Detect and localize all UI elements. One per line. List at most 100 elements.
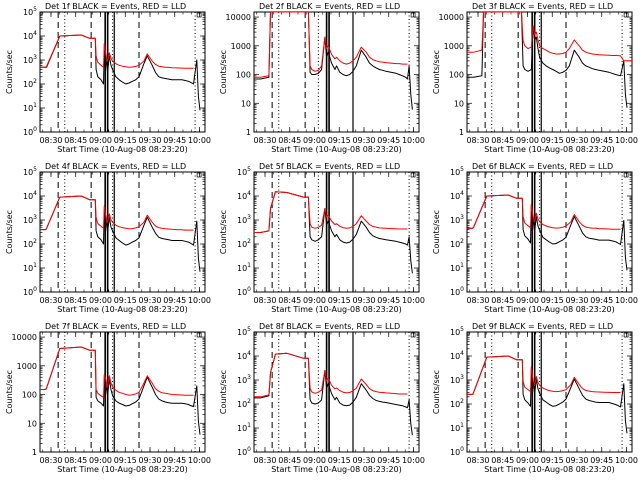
series-line-lld — [40, 346, 194, 398]
x-tick-label: 09:45 — [377, 296, 400, 305]
x-tick-label: 09:00 — [516, 456, 539, 465]
top-marker-box — [196, 172, 202, 178]
y-tick-label: 105 — [450, 326, 464, 337]
x-axis-label: Start Time (10-Aug-08 08:23:20) — [57, 465, 188, 474]
chart-panel-5: Det 5f BLACK = Events, RED = LLD 100 101 10… — [219, 162, 425, 314]
x-tick-label: 09:00 — [89, 136, 112, 145]
chart-panel-4: Det 4f BLACK = Events, RED = LLD 100 101 10… — [5, 162, 211, 314]
series-line-events — [254, 352, 413, 436]
series-line-lld — [254, 352, 408, 398]
y-tick-label: 104 — [23, 30, 37, 41]
x-tick-label: 10:00 — [615, 456, 638, 465]
x-tick-label: 10:00 — [402, 296, 425, 305]
y-tick-label: 1000 — [17, 362, 37, 371]
x-tick-label: 09:30 — [565, 136, 588, 145]
x-tick-label: 10:00 — [402, 456, 425, 465]
plot-area — [254, 332, 413, 452]
y-tick-label: 105 — [237, 326, 251, 337]
chart-panel-9: Det 9f BLACK = Events, RED = LLD 100 101 10… — [432, 322, 638, 474]
x-tick-label: 10:00 — [188, 456, 211, 465]
x-tick-label: 09:45 — [377, 456, 400, 465]
y-tick-label: 101 — [23, 102, 37, 113]
x-tick-label: 08:30 — [466, 456, 489, 465]
y-tick-label: 103 — [23, 214, 37, 225]
y-axis-label: Counts/sec — [219, 210, 228, 254]
y-tick-label: 100 — [449, 71, 464, 80]
chart-title: Det 7f BLACK = Events, RED = LLD — [45, 322, 186, 331]
y-tick-label: 101 — [450, 422, 464, 433]
y-tick-label: 10000 — [439, 13, 464, 22]
series-line-events — [467, 355, 628, 434]
top-marker-box — [623, 12, 629, 18]
y-tick-label: 102 — [237, 398, 251, 409]
plot-frame — [253, 331, 420, 453]
series-line-lld — [40, 195, 194, 231]
top-marker-box — [410, 12, 416, 18]
y-tick-label: 103 — [450, 374, 464, 385]
series-line-events — [254, 191, 413, 274]
x-tick-label: 09:15 — [541, 456, 564, 465]
x-tick-label: 08:45 — [64, 456, 87, 465]
x-tick-label: 09:45 — [377, 136, 400, 145]
y-tick-label: 105 — [450, 166, 464, 177]
chart-title: Det 3f BLACK = Events, RED = LLD — [472, 2, 613, 11]
x-tick-label: 09:45 — [163, 456, 186, 465]
chart-panel-6: Det 6f BLACK = Events, RED = LLD 100 101 10… — [432, 162, 638, 314]
y-tick-label: 104 — [23, 190, 37, 201]
x-tick-label: 09:45 — [163, 296, 186, 305]
chart-title: Det 6f BLACK = Events, RED = LLD — [472, 162, 613, 171]
x-tick-label: 08:30 — [253, 296, 276, 305]
plot-area — [467, 332, 628, 452]
y-tick-label: 100 — [237, 286, 251, 297]
x-tick-label: 09:30 — [138, 456, 161, 465]
chart-title: Det 4f BLACK = Events, RED = LLD — [45, 162, 186, 171]
chart-title: Det 2f BLACK = Events, RED = LLD — [259, 2, 400, 11]
x-tick-label: 09:15 — [541, 136, 564, 145]
x-tick-label: 08:45 — [278, 136, 301, 145]
plot-area — [40, 172, 201, 292]
x-tick-label: 08:30 — [39, 456, 62, 465]
x-tick-label: 09:15 — [114, 456, 137, 465]
x-tick-label: 10:00 — [188, 136, 211, 145]
y-tick-label: 1 — [32, 448, 37, 457]
y-tick-label: 103 — [237, 214, 251, 225]
series-line-events — [40, 346, 201, 435]
y-tick-label: 10000 — [226, 13, 251, 22]
x-axis-label: Start Time (10-Aug-08 08:23:20) — [271, 305, 402, 314]
plot-area — [254, 172, 413, 292]
y-tick-label: 10000 — [12, 333, 37, 342]
x-tick-label: 10:00 — [615, 136, 638, 145]
y-tick-label: 102 — [237, 238, 251, 249]
x-tick-label: 09:30 — [138, 136, 161, 145]
x-tick-label: 09:45 — [590, 456, 613, 465]
x-axis-label: Start Time (10-Aug-08 08:23:20) — [484, 465, 615, 474]
y-tick-label: 104 — [237, 190, 251, 201]
series-line-events — [254, 12, 413, 110]
x-axis-label: Start Time (10-Aug-08 08:23:20) — [484, 145, 615, 154]
plot-area — [467, 172, 628, 292]
y-tick-label: 100 — [236, 71, 251, 80]
x-tick-label: 09:30 — [352, 136, 375, 145]
x-tick-label: 08:45 — [491, 456, 514, 465]
x-tick-label: 09:15 — [328, 136, 351, 145]
x-tick-label: 08:30 — [39, 136, 62, 145]
y-tick-label: 100 — [237, 446, 251, 457]
plot-area — [254, 12, 413, 132]
y-tick-label: 102 — [450, 238, 464, 249]
x-tick-label: 09:15 — [328, 456, 351, 465]
plot-frame — [466, 11, 633, 133]
plot-frame — [39, 331, 206, 453]
chart-title: Det 8f BLACK = Events, RED = LLD — [259, 322, 400, 331]
y-tick-label: 103 — [23, 54, 37, 65]
plot-frame — [39, 171, 206, 293]
y-tick-label: 101 — [23, 262, 37, 273]
y-axis-label: Counts/sec — [219, 370, 228, 414]
x-axis-label: Start Time (10-Aug-08 08:23:20) — [57, 305, 188, 314]
y-axis-label: Counts/sec — [5, 210, 14, 254]
plot-frame — [466, 331, 633, 453]
x-tick-label: 09:00 — [303, 456, 326, 465]
x-tick-label: 10:00 — [188, 296, 211, 305]
x-tick-label: 09:30 — [565, 456, 588, 465]
series-line-lld — [254, 191, 408, 233]
y-tick-label: 100 — [450, 286, 464, 297]
